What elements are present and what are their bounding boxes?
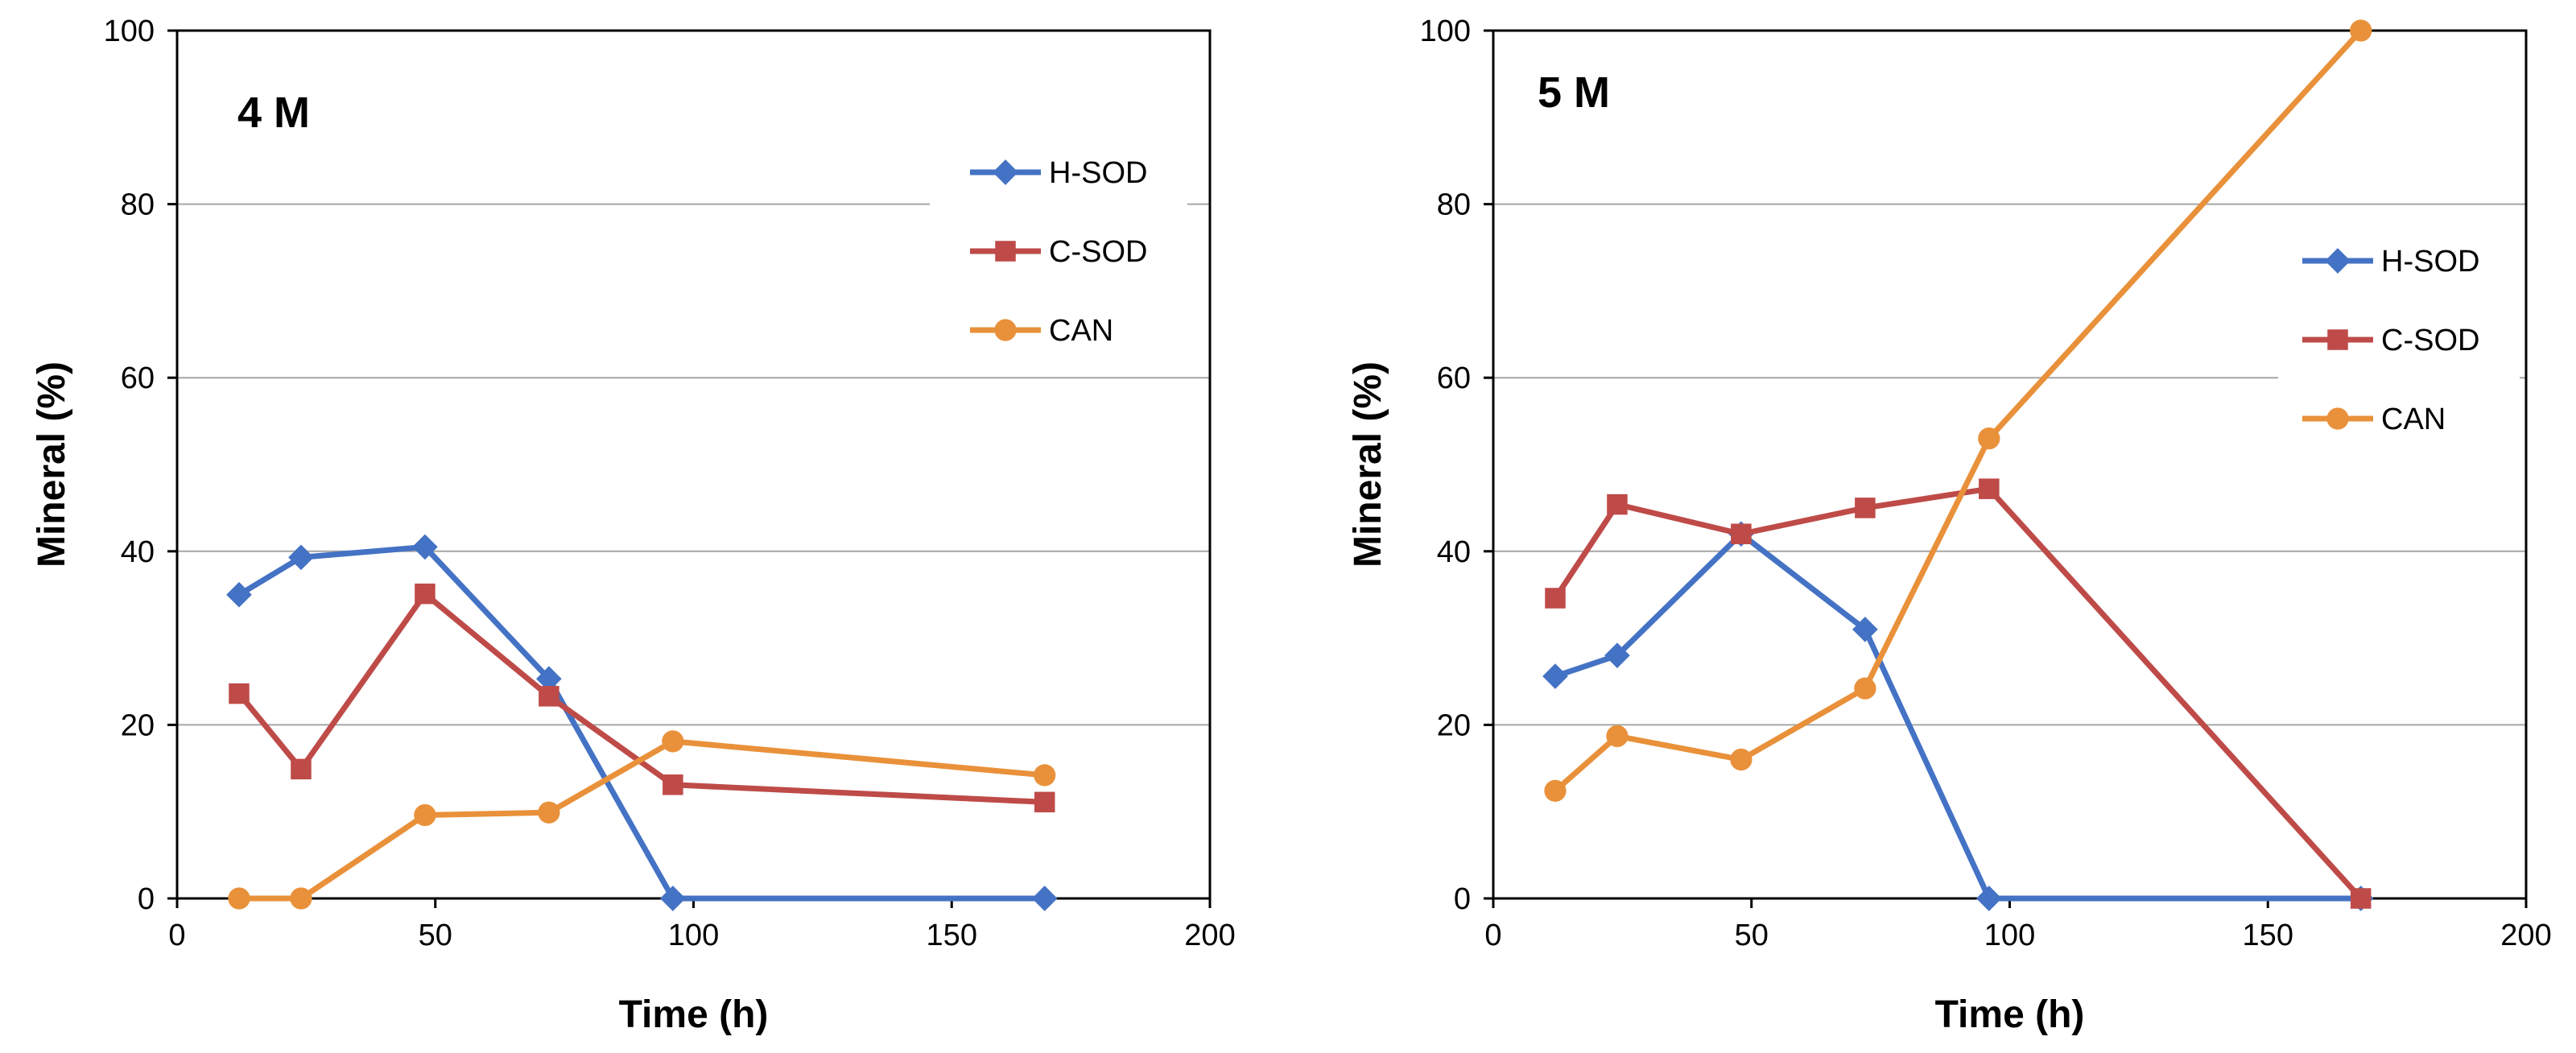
- chart-panel-1: 0 20 40 60 80 100 0 50 100 150 200 Time (h) Mineral …: [31, 14, 1236, 1036]
- data-point-h-sod: [1976, 886, 2002, 911]
- legend-label: CAN: [1049, 314, 1113, 348]
- data-point-h-sod: [1604, 642, 1630, 668]
- y-tick-label: 80: [1437, 188, 1471, 222]
- data-point-h-sod: [226, 581, 252, 608]
- legend-label: C-SOD: [1049, 235, 1147, 269]
- legend: H-SOD C-SOD CAN: [2278, 224, 2520, 457]
- x-tick-label: 200: [1184, 919, 1235, 952]
- data-point-c-sod: [1855, 498, 1876, 518]
- y-tick-label: 100: [1420, 14, 1471, 48]
- legend-marker: [995, 241, 1016, 262]
- data-point-can: [1544, 779, 1567, 802]
- y-tick-label: 0: [1454, 882, 1471, 916]
- x-axis-title: Time (h): [619, 993, 769, 1036]
- y-tick-label: 20: [121, 708, 155, 742]
- x-tick-label: 0: [168, 919, 185, 952]
- data-point-can: [1034, 764, 1056, 787]
- series-line-h-sod: [1554, 531, 2361, 902]
- legend: H-SOD C-SOD CAN: [930, 137, 1187, 370]
- x-tick-label: 100: [668, 919, 719, 952]
- x-tick-label: 200: [2500, 919, 2551, 952]
- y-tick-label: 60: [121, 361, 155, 395]
- data-point-c-sod: [415, 583, 436, 605]
- x-tick-label: 100: [1984, 919, 2035, 952]
- series-can: [1544, 19, 2372, 802]
- data-point-c-sod: [1979, 478, 2000, 499]
- data-point-c-sod: [291, 758, 312, 780]
- series-line-c-sod: [1553, 485, 2363, 901]
- data-point-can: [228, 887, 250, 910]
- data-point-h-sod: [412, 534, 438, 560]
- series-c-sod: [229, 583, 1055, 813]
- data-point-can: [414, 803, 436, 827]
- legend-label: H-SOD: [2381, 245, 2479, 279]
- x-tick-label: 50: [1735, 919, 1769, 952]
- series-line-can: [1553, 28, 2363, 793]
- data-point-h-sod: [1542, 663, 1568, 689]
- x-tick-label: 50: [419, 919, 452, 952]
- x-axis-title: Time (h): [1935, 993, 2085, 1036]
- legend-label: CAN: [2381, 403, 2446, 436]
- y-tick-label: 60: [1437, 361, 1471, 395]
- data-point-h-sod: [536, 666, 562, 692]
- data-point-c-sod: [1545, 588, 1566, 609]
- y-tick-label: 40: [121, 535, 155, 569]
- data-point-c-sod: [663, 774, 683, 795]
- legend-label: C-SOD: [2381, 324, 2479, 357]
- chart-panel-2: 0 20 40 60 80 100 0 50 100 150 200 Time (h) Mineral …: [1347, 14, 2552, 1036]
- data-point-c-sod: [229, 683, 250, 704]
- y-tick-label: 20: [1437, 708, 1471, 742]
- data-point-c-sod: [2350, 888, 2372, 909]
- data-point-h-sod: [660, 886, 686, 911]
- y-axis-title: Mineral (%): [31, 361, 73, 568]
- legend-label: H-SOD: [1049, 156, 1147, 190]
- legend-marker: [2325, 248, 2351, 274]
- legend-marker: [994, 319, 1017, 341]
- y-tick-label: 80: [121, 188, 155, 222]
- legend-marker: [2327, 329, 2348, 350]
- series-c-sod: [1545, 478, 2372, 909]
- data-point-can: [290, 887, 312, 910]
- data-point-can: [538, 801, 560, 824]
- y-axis-title: Mineral (%): [1347, 361, 1389, 568]
- x-tick-label: 150: [927, 919, 977, 952]
- series-line-h-sod: [237, 543, 1045, 902]
- data-point-can: [1854, 677, 1876, 700]
- data-point-can: [1978, 427, 2000, 450]
- x-tick-label: 150: [2243, 919, 2293, 952]
- data-point-can: [662, 730, 684, 753]
- panel-title: 5 M: [1538, 68, 1610, 117]
- y-tick-label: 100: [104, 14, 155, 48]
- data-point-can: [1730, 748, 1752, 771]
- x-tick-label: 0: [1484, 919, 1501, 952]
- data-point-c-sod: [1607, 493, 1628, 515]
- series-can: [228, 730, 1056, 910]
- data-point-c-sod: [539, 686, 559, 707]
- data-point-c-sod: [1731, 523, 1752, 544]
- data-point-can: [2350, 19, 2372, 42]
- panel-title: 4 M: [237, 89, 310, 137]
- series-line-c-sod: [237, 591, 1045, 805]
- series-h-sod: [226, 534, 1058, 911]
- series-h-sod: [1542, 521, 2374, 911]
- data-point-can: [1606, 725, 1629, 748]
- y-tick-label: 0: [138, 882, 155, 916]
- data-point-c-sod: [1034, 791, 1055, 813]
- y-tick-label: 40: [1437, 535, 1471, 569]
- data-point-h-sod: [288, 544, 314, 571]
- legend-marker: [2326, 407, 2349, 430]
- data-point-h-sod: [1031, 886, 1058, 911]
- plot-frame: [1492, 29, 2528, 900]
- legend-marker: [993, 159, 1018, 185]
- data-point-h-sod: [1852, 616, 1878, 642]
